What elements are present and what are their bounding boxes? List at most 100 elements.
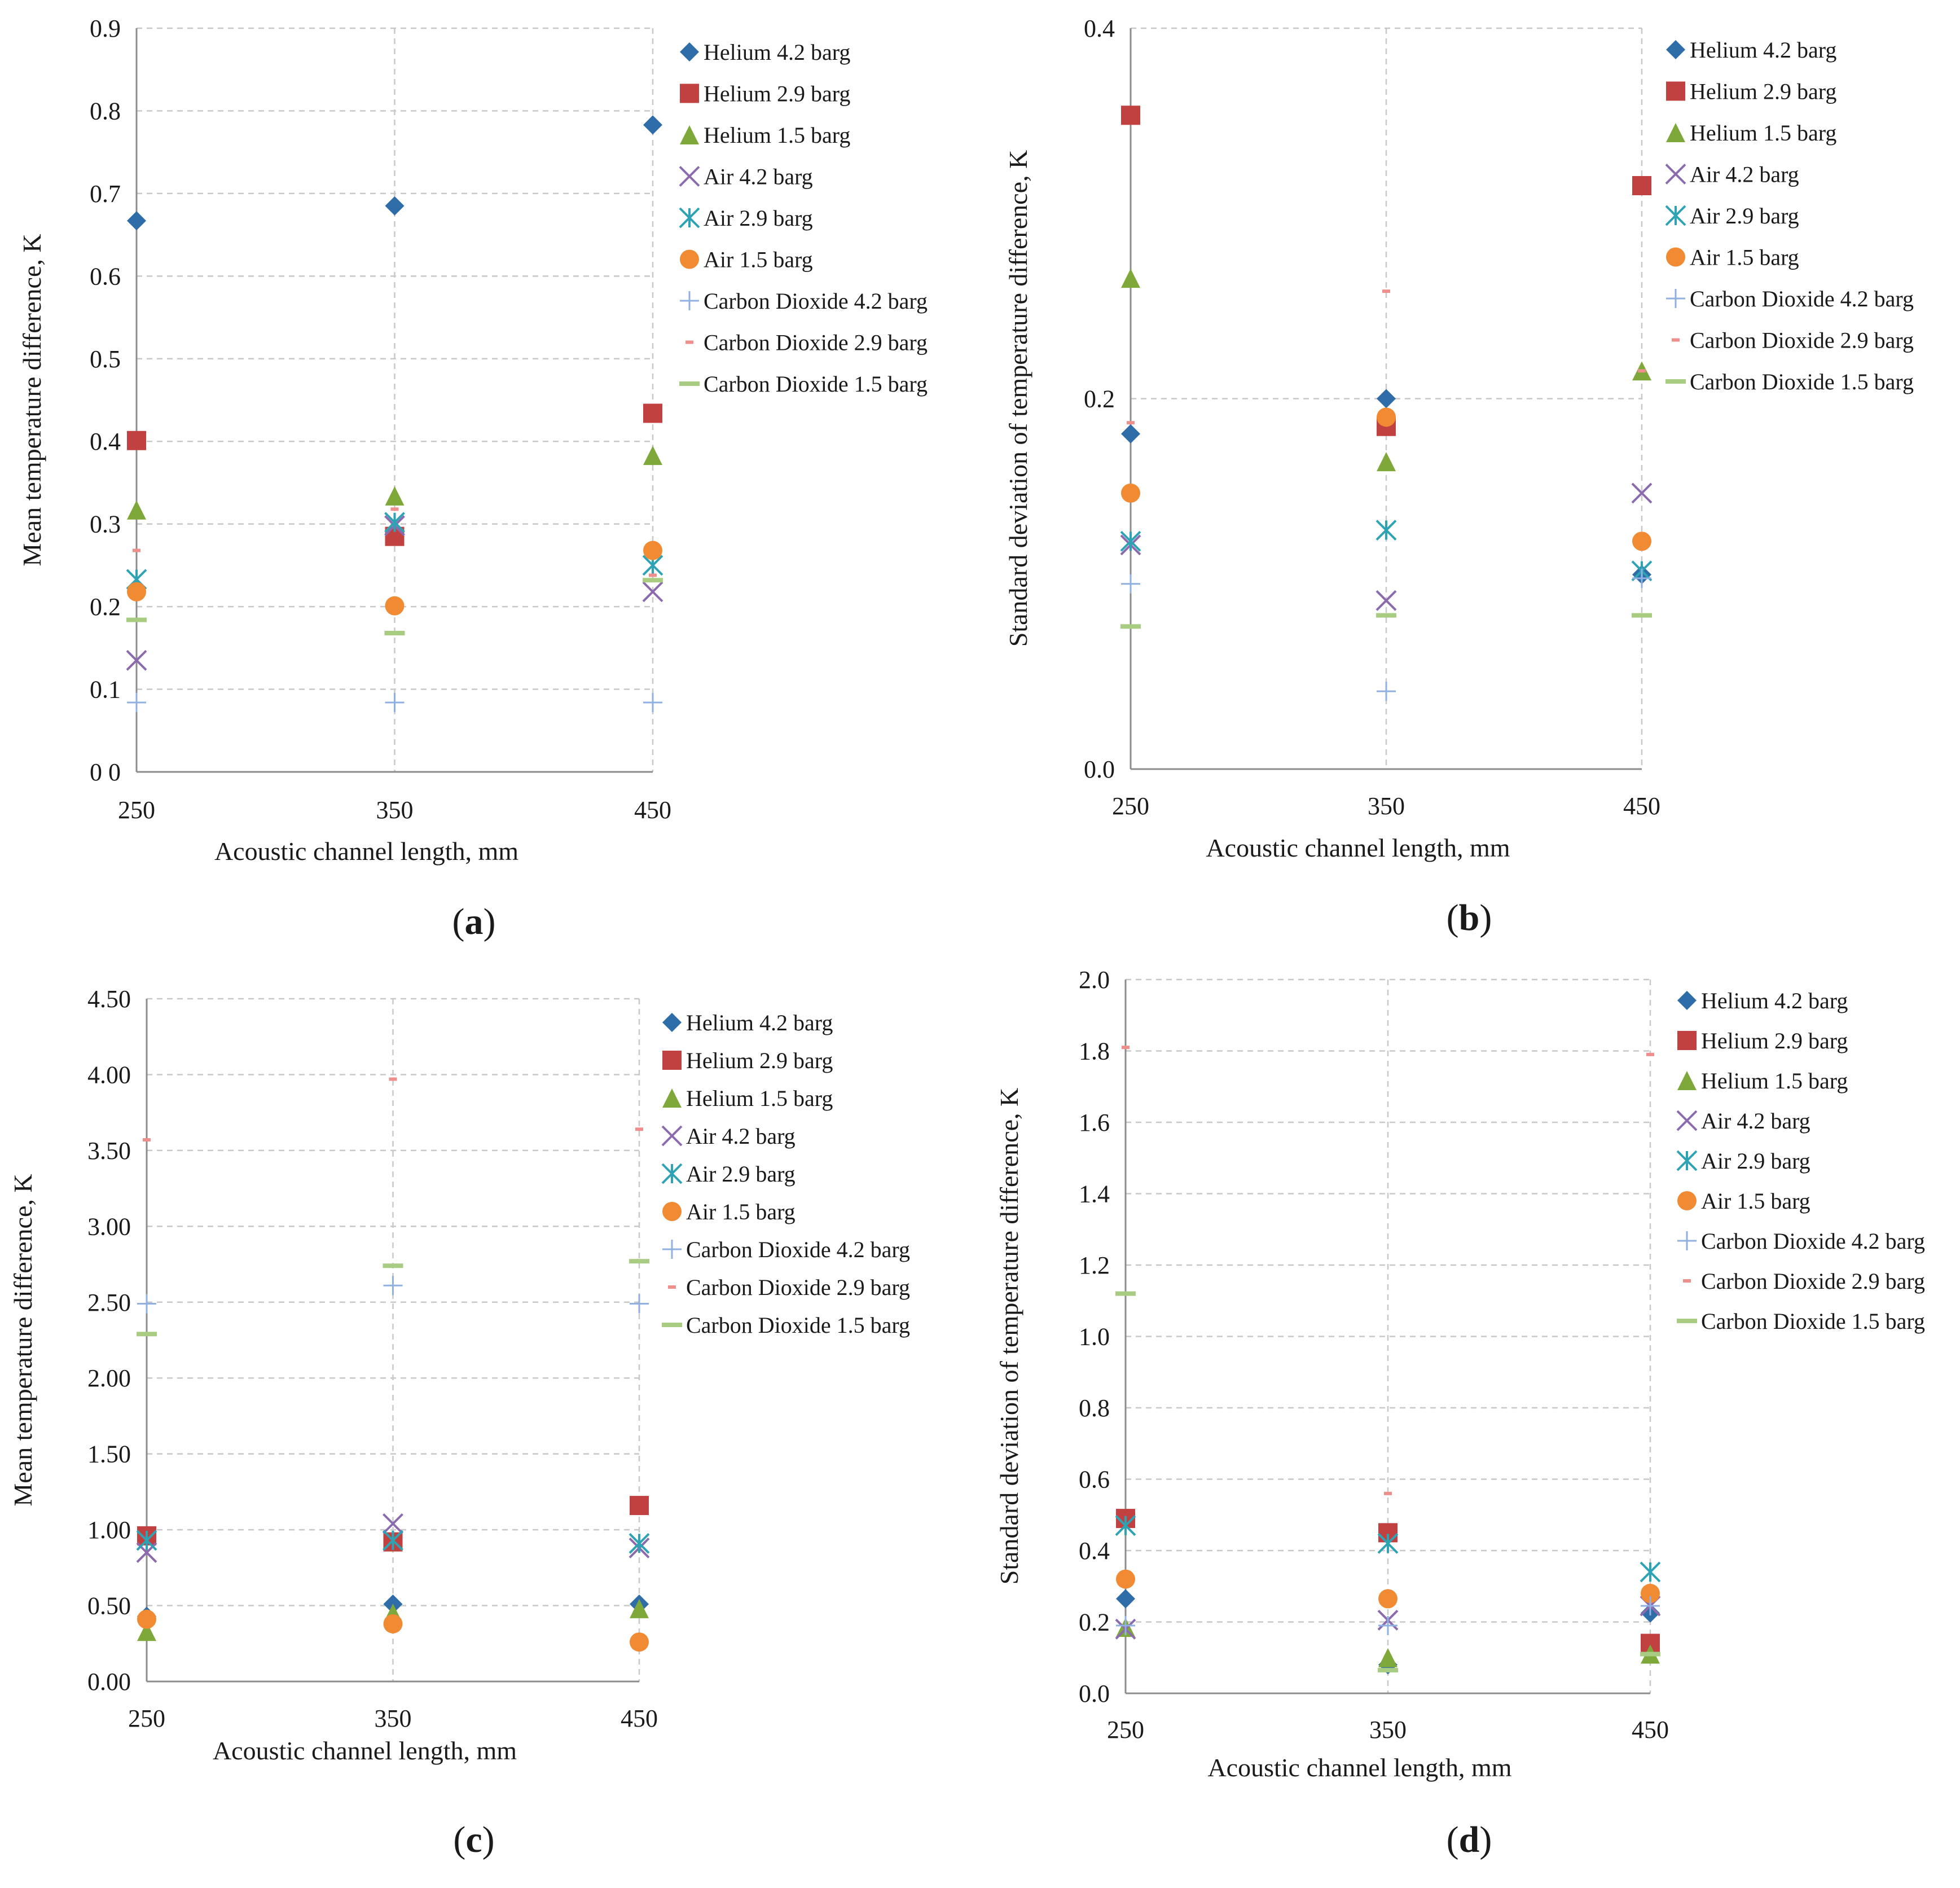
data-point [1641, 1583, 1660, 1603]
legend-label: Helium 1.5 barg [1701, 1068, 1848, 1094]
data-point [1376, 613, 1396, 618]
legend-marker [1677, 1191, 1697, 1210]
data-point [385, 596, 405, 616]
data-point [1121, 574, 1140, 594]
data-point [1384, 1491, 1392, 1495]
data-point [1375, 520, 1397, 541]
legend-marker [1666, 81, 1685, 101]
legend-label: Carbon Dioxide 1.5 barg [1690, 369, 1914, 394]
y-tick-label: 0.4 [90, 428, 121, 455]
data-point [133, 548, 140, 552]
data-point [1378, 1667, 1398, 1672]
data-point [390, 507, 399, 511]
legend-marker [1666, 40, 1685, 59]
data-point [1120, 530, 1141, 552]
data-point [649, 573, 657, 577]
legend-label: Helium 4.2 barg [1701, 988, 1848, 1013]
y-tick-label: 0.4 [1084, 15, 1115, 42]
data-point [127, 211, 146, 231]
series-air-2-9-barg [136, 1530, 650, 1554]
legend-label: Carbon Dioxide 2.9 barg [1690, 328, 1914, 353]
y-tick-label: 0.2 [1079, 1609, 1110, 1636]
legend-label: Helium 1.5 barg [1690, 120, 1836, 146]
data-point [1116, 1589, 1135, 1609]
data-point [383, 1530, 403, 1551]
panel-caption: (a) [452, 901, 496, 942]
series-carbon-dioxide-2-9-barg [143, 1077, 643, 1142]
legend-marker [680, 249, 699, 269]
series-air-1-5-barg [1116, 1569, 1660, 1609]
legend: Helium 4.2 barg Helium 2.9 barg Helium 1.5… [661, 1010, 910, 1338]
y-tick-label: 0.3 [90, 511, 121, 538]
series-carbon-dioxide-1-5-barg [1120, 613, 1652, 629]
series-helium-1-5-barg [127, 446, 662, 520]
y-tick-label: 1.8 [1079, 1038, 1110, 1065]
legend-marker [1666, 247, 1685, 267]
data-point [643, 446, 662, 466]
legend-label: Helium 2.9 barg [1701, 1028, 1848, 1053]
data-point [1115, 1291, 1136, 1296]
data-point [384, 630, 405, 635]
data-point [1632, 176, 1651, 196]
legend-label: Air 2.9 barg [704, 205, 813, 231]
data-point [1375, 590, 1397, 611]
x-tick-label: 450 [1623, 792, 1660, 820]
data-point [385, 692, 405, 712]
legend-label: Carbon Dioxide 2.9 barg [704, 330, 928, 355]
legend-marker [662, 1088, 682, 1108]
series-helium-1-5-barg [1121, 269, 1651, 472]
data-point [137, 1332, 157, 1337]
data-point [1121, 483, 1140, 503]
data-point [1122, 1046, 1130, 1050]
series-air-1-5-barg [127, 541, 662, 616]
data-point [1121, 106, 1140, 125]
series-carbon-dioxide-2-9-barg [1122, 1046, 1654, 1495]
data-point [127, 692, 146, 712]
legend-label: Air 2.9 barg [1690, 203, 1799, 229]
data-point [1646, 1052, 1654, 1056]
legend-marker [1676, 1110, 1698, 1131]
data-point [643, 115, 662, 135]
series-air-1-5-barg [1121, 407, 1651, 551]
legend-marker [1676, 1150, 1698, 1171]
chart-panel-a: 0 0 0.1 0.2 0.3 0.4 0.5 0.6 0.7 0.8 0.9 250 350 450 A… [17, 15, 928, 942]
y-tick-label: 2.50 [87, 1289, 131, 1316]
legend-marker [1677, 991, 1697, 1010]
series-carbon-dioxide-1-5-barg [137, 1259, 649, 1337]
legend-label: Carbon Dioxide 4.2 barg [1701, 1228, 1925, 1254]
y-tick-label: 0.4 [1079, 1537, 1110, 1565]
x-axis-title: Acoustic channel length, mm [1206, 833, 1510, 862]
legend-marker [1672, 338, 1680, 342]
legend-label: Air 1.5 barg [686, 1199, 796, 1224]
legend-marker [1677, 1231, 1697, 1250]
legend-label: Carbon Dioxide 2.9 barg [1701, 1268, 1925, 1294]
series-air-2-9-barg [1115, 1515, 1661, 1583]
legend-label: Helium 1.5 barg [686, 1086, 833, 1111]
data-point [643, 692, 662, 712]
data-point [642, 581, 663, 603]
data-point [126, 649, 147, 671]
y-tick-label: 0.0 [1079, 1680, 1110, 1707]
x-tick-label: 250 [128, 1705, 165, 1732]
legend-marker [680, 291, 699, 310]
panel-caption: (b) [1447, 897, 1492, 938]
y-tick-label: 0.6 [1079, 1466, 1110, 1494]
y-tick-label: 3.00 [87, 1213, 131, 1240]
y-tick-label: 0.50 [87, 1592, 131, 1620]
legend-marker [680, 125, 699, 144]
legend-label: Carbon Dioxide 4.2 barg [704, 288, 928, 314]
series-air-1-5-barg [137, 1609, 649, 1652]
legend-label: Helium 2.9 barg [686, 1048, 833, 1073]
y-axis-title: Standard deviation of temperature differ… [995, 1088, 1023, 1584]
data-point [383, 1513, 403, 1534]
y-tick-label: 3.50 [87, 1137, 131, 1165]
data-point [643, 541, 662, 560]
data-point [1378, 1615, 1398, 1635]
y-axis-title: Standard deviation of temperature differ… [1004, 150, 1032, 647]
data-point [1382, 289, 1390, 293]
legend-label: Carbon Dioxide 1.5 barg [686, 1312, 910, 1338]
data-point [630, 1599, 649, 1618]
data-point [127, 431, 146, 450]
legend-marker [661, 1125, 683, 1147]
